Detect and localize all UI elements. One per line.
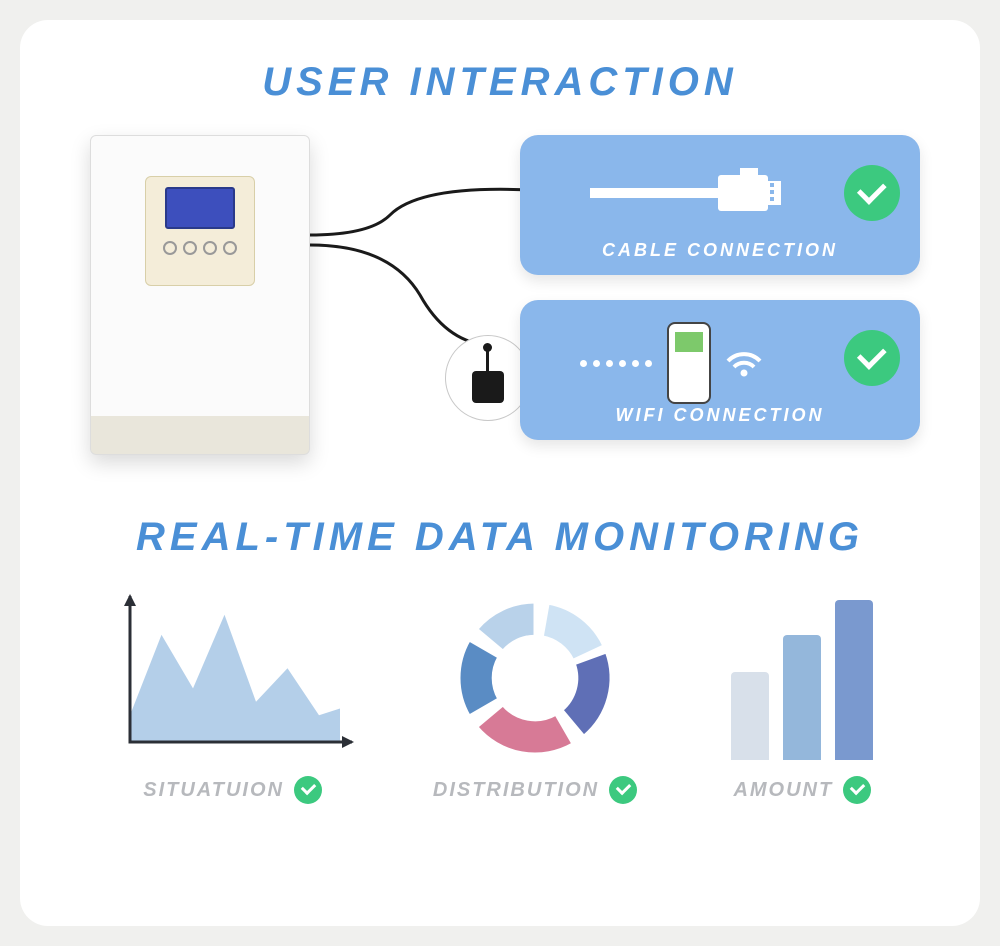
bar-chart-icon bbox=[712, 590, 892, 760]
device-panel bbox=[145, 176, 255, 286]
check-icon bbox=[294, 776, 322, 804]
wifi-dongle bbox=[445, 335, 531, 421]
signal-dots bbox=[580, 360, 652, 367]
area-chart-icon bbox=[108, 590, 358, 760]
device-buttons bbox=[163, 241, 237, 255]
interaction-area: CABLE CONNECTION WIFI CONNECTION bbox=[50, 135, 950, 475]
infographic-card: USER INTERACTION bbox=[20, 20, 980, 926]
charts-row: SITUATUION DISTRIBUTION AMOUNT bbox=[50, 590, 950, 804]
distribution-label: DISTRIBUTION bbox=[433, 779, 599, 802]
main-title: USER INTERACTION bbox=[50, 60, 950, 105]
distribution-chart: DISTRIBUTION bbox=[433, 590, 637, 804]
wifi-connection-box: WIFI CONNECTION bbox=[520, 300, 920, 440]
device-screen bbox=[165, 187, 235, 229]
check-icon bbox=[843, 776, 871, 804]
check-icon bbox=[844, 165, 900, 221]
cable-connection-box: CABLE CONNECTION bbox=[520, 135, 920, 275]
wifi-icon bbox=[726, 345, 762, 381]
wifi-label: WIFI CONNECTION bbox=[616, 405, 825, 426]
check-icon bbox=[844, 330, 900, 386]
sub-title: REAL-TIME DATA MONITORING bbox=[50, 515, 950, 560]
connection-wires bbox=[310, 135, 530, 475]
ethernet-cable-icon bbox=[590, 163, 800, 223]
check-icon bbox=[609, 776, 637, 804]
smartphone-icon bbox=[667, 322, 711, 404]
situation-chart: SITUATUION bbox=[108, 590, 358, 804]
amount-chart: AMOUNT bbox=[712, 590, 892, 804]
amount-label: AMOUNT bbox=[733, 779, 833, 802]
connection-boxes: CABLE CONNECTION WIFI CONNECTION bbox=[520, 135, 920, 440]
cable-label: CABLE CONNECTION bbox=[602, 240, 838, 261]
situation-label: SITUATUION bbox=[143, 779, 284, 802]
inverter-device bbox=[90, 135, 310, 455]
donut-chart-icon bbox=[435, 590, 635, 760]
